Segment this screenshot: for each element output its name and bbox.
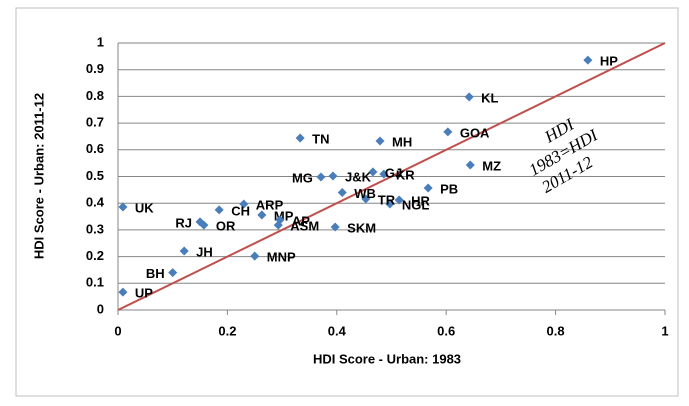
point bbox=[257, 210, 267, 220]
point-label: JH bbox=[196, 244, 213, 259]
y-tick-label: 0 bbox=[97, 301, 104, 316]
x-tick-label: 0.8 bbox=[547, 323, 565, 338]
point-label: HP bbox=[600, 54, 618, 69]
point-label: ASM bbox=[290, 219, 319, 234]
point-label: CH bbox=[231, 203, 250, 218]
y-tick-label: 0.2 bbox=[86, 248, 104, 263]
point bbox=[337, 187, 347, 198]
y-tick-label: 0.4 bbox=[86, 195, 105, 210]
point-label: WB bbox=[354, 186, 376, 201]
point-label: ARP bbox=[256, 197, 284, 212]
point-label: MNP bbox=[267, 250, 296, 265]
x-tick-label: 1 bbox=[661, 323, 668, 338]
y-tick-label: 0.3 bbox=[86, 221, 104, 236]
point-label: TN bbox=[312, 131, 329, 146]
point-label: MZ bbox=[482, 158, 501, 173]
y-tick-label: 1 bbox=[97, 34, 104, 49]
point bbox=[118, 287, 128, 297]
point-label: SKM bbox=[347, 220, 376, 235]
y-tick-label: 0.1 bbox=[86, 275, 104, 290]
x-tick-label: 0.6 bbox=[437, 323, 455, 338]
y-tick-label: 0.8 bbox=[86, 88, 104, 103]
point-label: OR bbox=[216, 219, 236, 234]
x-tick-label: 0.2 bbox=[218, 323, 236, 338]
x-axis-label: HDI Score - Urban: 1983 bbox=[313, 351, 461, 366]
point-label: NGL bbox=[402, 197, 430, 212]
point-label: UK bbox=[135, 200, 154, 215]
point-label: HR bbox=[411, 193, 430, 208]
point bbox=[179, 246, 189, 256]
point-label: AP bbox=[292, 213, 310, 228]
y-tick-label: 0.6 bbox=[86, 141, 104, 156]
point bbox=[464, 92, 474, 102]
y-tick-label: 0.5 bbox=[86, 168, 104, 183]
x-tick-label: 0.4 bbox=[328, 323, 347, 338]
point bbox=[394, 195, 404, 205]
y-tick-label: 0.7 bbox=[86, 115, 104, 130]
point-label: J&K bbox=[345, 169, 372, 184]
point-label: MH bbox=[392, 134, 412, 149]
x-tick-label: 0 bbox=[114, 323, 121, 338]
point bbox=[330, 222, 340, 232]
point-label: BH bbox=[146, 266, 165, 281]
point-label: KR bbox=[396, 168, 415, 183]
point bbox=[118, 202, 128, 212]
point-label: GOA bbox=[460, 125, 490, 140]
y-tick-label: 0.9 bbox=[86, 61, 104, 76]
point bbox=[273, 220, 283, 230]
chart-frame bbox=[15, 7, 679, 397]
point-label: UP bbox=[135, 286, 153, 301]
point bbox=[423, 183, 433, 193]
reference-line bbox=[117, 42, 666, 311]
point-label: RJ bbox=[175, 215, 192, 230]
point bbox=[250, 251, 260, 261]
point-label: PB bbox=[440, 181, 458, 196]
y-axis-label: HDI Score - Urban: 2011-12 bbox=[31, 93, 46, 259]
point-label: TR bbox=[378, 192, 396, 207]
point-label: KL bbox=[481, 90, 498, 105]
point bbox=[361, 194, 371, 204]
point bbox=[168, 268, 178, 278]
point bbox=[199, 220, 209, 230]
point-label: MG bbox=[292, 170, 313, 185]
point-label: GJ bbox=[385, 165, 402, 180]
